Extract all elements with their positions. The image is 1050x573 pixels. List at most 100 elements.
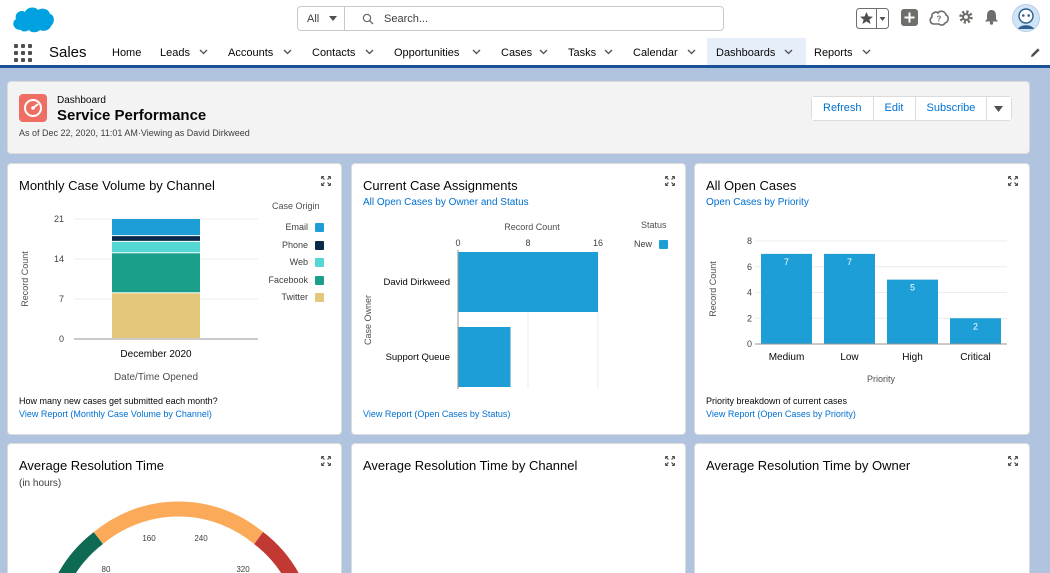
x-tick-label: December 2020 [120,349,192,360]
refresh-button[interactable]: Refresh [812,97,874,120]
search-input[interactable] [384,10,704,27]
card-subtitle: Open Cases by Priority [706,197,809,208]
gauge-tick-label: 80 [102,565,111,573]
expand-icon[interactable] [665,456,675,466]
avg-resolution-by-channel-card: Average Resolution Time by Channel [351,443,686,573]
expand-icon[interactable] [1008,456,1018,466]
dashboard-header: Dashboard Service Performance As of Dec … [7,81,1030,154]
app-launcher-icon[interactable] [14,44,32,62]
legend-swatch[interactable] [659,240,668,249]
expand-icon[interactable] [1008,176,1018,186]
global-add-icon[interactable] [901,9,918,26]
user-avatar[interactable] [1012,4,1040,32]
monthly-volume-stacked-bar-chart: 0 7 14 21 December 2020 Date/Time Opened Recor… [20,214,258,383]
notifications-bell-icon[interactable] [984,9,999,25]
x-tick-label: High [902,352,923,363]
favorites-star-icon[interactable] [856,8,889,29]
open-cases-by-priority-bar-chart: 0 2 4 6 8 7 Medium 7 Low 5 High 2 Critical Priority Re… [708,236,1007,384]
bar-segment-web[interactable] [112,241,200,253]
legend-swatch[interactable] [315,223,324,232]
y-tick-label: 2 [747,313,752,323]
y-tick-label: 14 [54,254,64,264]
nav-tab-reports[interactable]: Reports [806,38,878,67]
chevron-down-icon[interactable] [472,49,481,55]
view-report-link[interactable]: View Report (Open Cases by Status) [363,409,511,419]
view-report-link[interactable]: View Report (Open Cases by Priority) [706,409,856,419]
y-tick-label: 0 [747,339,752,349]
expand-icon[interactable] [665,176,675,186]
chevron-down-icon[interactable] [539,49,548,55]
chevron-down-icon[interactable] [283,49,292,55]
nav-tab-label: Accounts [228,47,274,59]
bar-segment-facebook[interactable] [112,253,200,293]
nav-tab-tasks[interactable]: Tasks [560,38,626,67]
legend-title: Case Origin [272,201,320,211]
card-subtitle: All Open Cases by Owner and Status [363,197,529,208]
legend-swatch[interactable] [315,240,324,250]
chevron-down-icon[interactable] [862,49,871,55]
legend-swatch[interactable] [315,293,324,302]
view-report-link[interactable]: View Report (Monthly Case Volume by Chan… [19,409,212,419]
search-icon [362,13,374,25]
nav-tab-cases[interactable]: Cases [493,38,559,67]
legend-title: Status [641,220,667,230]
y-tick-label: 8 [747,236,752,246]
y-tick-label: David Dirkweed [383,277,450,288]
search-scope-select[interactable]: All [298,7,345,30]
more-actions-button[interactable] [987,97,1012,120]
legend-item-label: Phone [281,239,308,250]
data-label: 7 [784,257,789,267]
nav-tab-dashboards[interactable]: Dashboards [707,38,806,68]
legend-item-label: Email [285,222,308,232]
gauge-tick-label: 160 [142,534,156,543]
gauge-tick-label: 240 [194,534,208,543]
y-tick-label: 4 [747,288,752,298]
x-axis-title: Record Count [504,222,560,232]
chevron-down-icon[interactable] [784,49,793,55]
bar-segment-email[interactable] [112,219,200,236]
global-header: All ? [0,0,1050,38]
bar-segment-twitter[interactable] [112,293,200,338]
search-scope-label: All [307,13,320,25]
bar-support-queue[interactable] [458,327,511,387]
chevron-down-icon[interactable] [604,49,613,55]
salesforce-logo[interactable] [9,3,55,35]
legend-swatch[interactable] [315,275,324,285]
dashboard-type-label: Dashboard [57,95,106,106]
bar-low[interactable] [824,253,875,344]
chevron-down-icon[interactable] [365,49,374,55]
nav-tab-contacts[interactable]: Contacts [304,38,384,67]
avg-resolution-gauge-chart: 80 160 240 320 [58,501,299,573]
chevron-down-icon[interactable] [687,49,696,55]
data-label: 5 [910,283,915,293]
x-tick-label: 0 [455,238,460,248]
dashboard-title: Service Performance [57,107,207,124]
bar-david-dirkweed[interactable] [458,252,598,312]
help-icon[interactable]: ? [929,9,949,27]
avg-resolution-time-card: Average Resolution Time (in hours) 80 16… [7,443,342,573]
bar-critical[interactable] [950,318,1001,344]
subscribe-button[interactable]: Subscribe [915,97,988,120]
nav-tab-home[interactable]: Home [104,38,150,67]
edit-nav-pencil-icon[interactable] [1030,47,1041,58]
card-subtitle: (in hours) [19,478,62,489]
data-label: 2 [973,321,978,331]
nav-tab-opportunities[interactable]: Opportunities [386,38,490,67]
nav-tab-calendar[interactable]: Calendar [625,38,705,67]
y-tick-label: 7 [59,294,64,304]
expand-icon[interactable] [321,456,331,466]
nav-tab-leads[interactable]: Leads [152,38,218,67]
nav-tab-accounts[interactable]: Accounts [220,38,302,67]
y-axis-title: Case Owner [363,295,373,345]
legend-swatch[interactable] [315,258,324,267]
setup-gear-icon[interactable] [958,9,974,25]
chevron-down-icon[interactable] [199,49,208,55]
bar-segment-phone[interactable] [112,236,200,241]
bar-medium[interactable] [761,253,812,344]
edit-button[interactable]: Edit [873,97,916,120]
expand-icon[interactable] [321,176,331,186]
bar-high[interactable] [887,279,938,344]
data-label: 7 [847,257,852,267]
gauge-tick-label: 320 [236,565,250,573]
y-axis-title: Record Count [708,261,718,317]
